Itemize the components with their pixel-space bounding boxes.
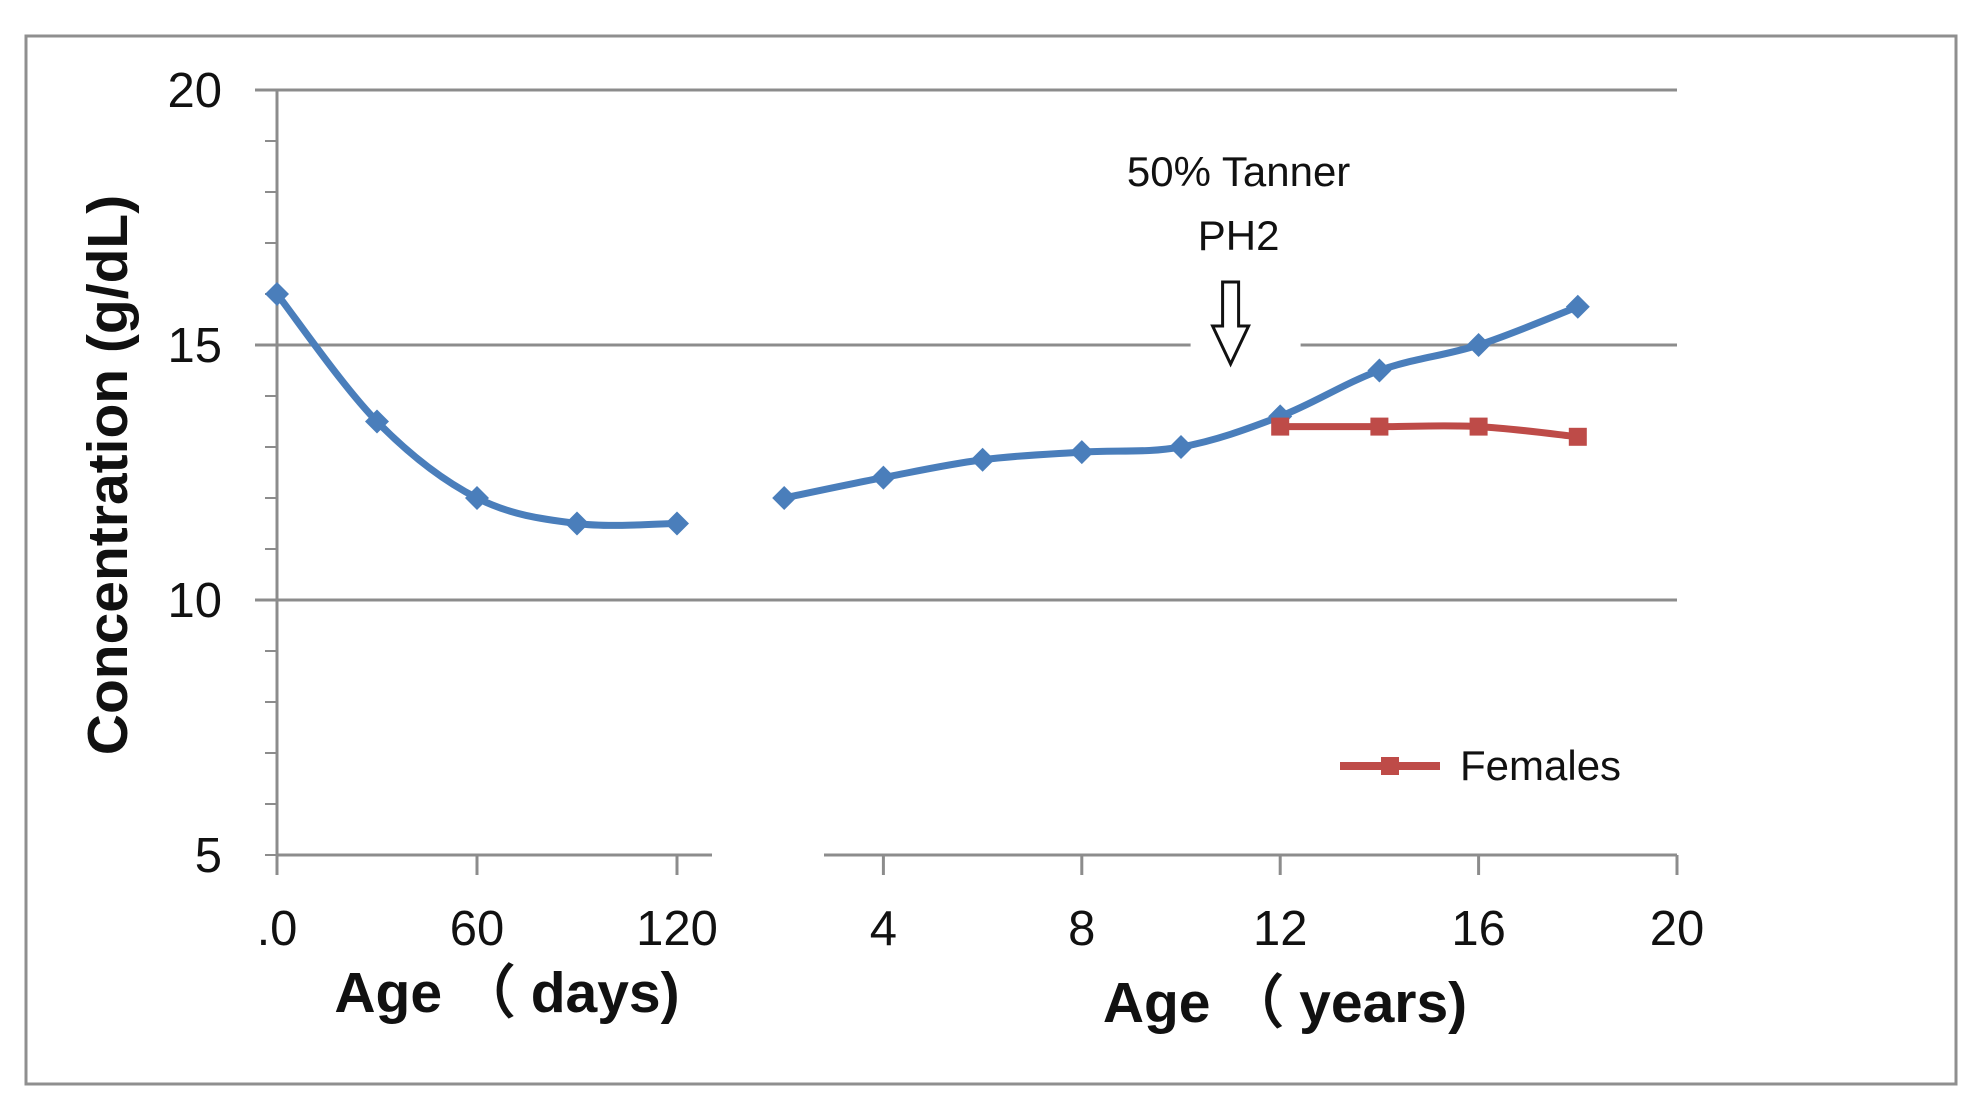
x-tick-label: 16 <box>1451 902 1506 956</box>
axes <box>265 89 1679 875</box>
data-point-diamond <box>1367 358 1392 383</box>
x-axis-break <box>712 849 824 861</box>
data-point-square <box>1469 417 1488 436</box>
x-tick-label: 8 <box>1068 902 1095 956</box>
data-point-square <box>1271 417 1290 436</box>
data-point-diamond <box>1466 333 1491 357</box>
annotation-text: PH2 <box>1198 212 1280 259</box>
series <box>265 282 1590 536</box>
annotation-text: 50% Tanner <box>1127 148 1350 195</box>
x-tick-label: 20 <box>1650 902 1705 956</box>
y-tick-label: 20 <box>167 64 222 118</box>
x-tick-label: 120 <box>636 902 718 956</box>
data-point-diamond <box>1169 435 1193 459</box>
gridlines <box>255 88 1677 602</box>
down-arrow-icon <box>1210 280 1251 368</box>
x-tick-label: 12 <box>1253 902 1308 956</box>
data-point-diamond <box>772 486 797 510</box>
legend-label-females: Females <box>1460 742 1621 789</box>
data-point-diamond <box>465 486 489 510</box>
data-point-diamond <box>871 465 896 490</box>
data-point-diamond <box>970 447 995 472</box>
data-point-diamond <box>365 409 389 434</box>
x-tick-label: 4 <box>870 902 897 956</box>
legend-marker-females <box>1381 757 1399 775</box>
data-point-diamond <box>665 511 689 536</box>
y-tick-label: 10 <box>167 574 222 628</box>
labels: 5 10 15 20 .0 60 120 4 8 12 16 20 Age （ days) Age （ y… <box>76 64 1704 1035</box>
x-tick-label: 60 <box>450 902 505 956</box>
data-point-diamond <box>265 282 289 306</box>
x-tick-label: .0 <box>257 902 298 956</box>
data-point-diamond <box>1069 440 1094 465</box>
data-point-square <box>1370 417 1389 436</box>
data-point-square <box>1568 427 1587 446</box>
x-axis-title-years: Age （ years) <box>1103 971 1467 1035</box>
x-axis-title-days: Age （ days) <box>334 961 679 1025</box>
y-axis-title: Concentration (g/dL) <box>76 195 140 755</box>
series-line <box>1276 422 1582 441</box>
y-tick-label: 15 <box>167 319 222 373</box>
data-point-diamond <box>1565 294 1590 319</box>
data-point-diamond <box>565 511 589 536</box>
chart-frame <box>24 34 1958 1086</box>
y-tick-label: 5 <box>195 829 222 883</box>
